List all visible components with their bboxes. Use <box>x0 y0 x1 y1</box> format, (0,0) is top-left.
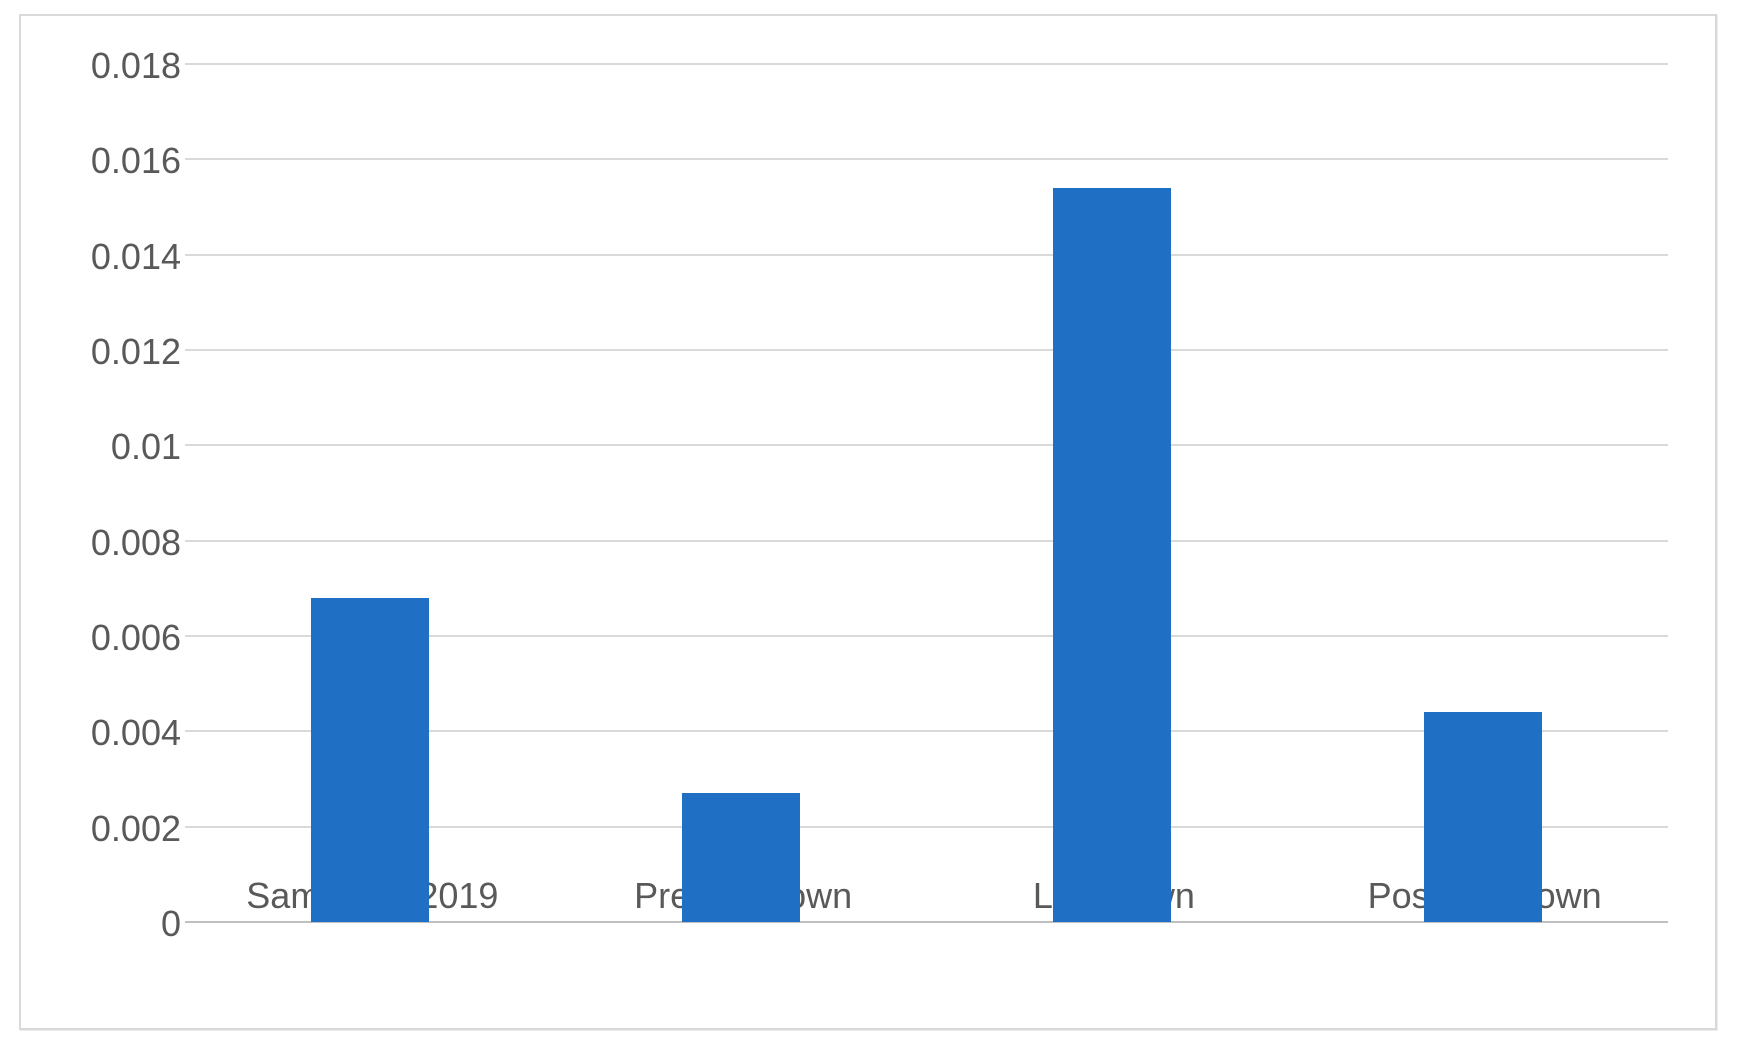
plot-area <box>185 63 1668 923</box>
bar-post-lockdown <box>1423 712 1542 922</box>
gridline-y-0.018 <box>185 63 1668 65</box>
gridline-y-0.01 <box>185 444 1668 447</box>
y-tick-label-0.004: 0.004 <box>90 712 181 754</box>
y-tick-label-0.014: 0.014 <box>90 235 181 277</box>
bar-sample-of-2019 <box>311 597 430 922</box>
gridline-y-0.016 <box>185 158 1668 161</box>
gridline-y-0.006 <box>185 635 1668 637</box>
gridline-y-0.012 <box>185 349 1668 351</box>
y-tick-label-0.01: 0.01 <box>110 426 181 468</box>
gridline-y-0.014 <box>185 253 1668 256</box>
y-tick-label-0.016: 0.016 <box>90 140 181 182</box>
x-axis-line <box>185 921 1668 923</box>
y-tick-label-0.018: 0.018 <box>90 45 181 86</box>
y-tick-label-0: 0 <box>160 903 181 944</box>
chart-frame: 0 0.002 0.004 0.006 0.008 0.01 0.012 0.014 0.016… <box>19 14 1717 1030</box>
y-tick-label-0.006: 0.006 <box>90 617 181 658</box>
y-tick-label-0.012: 0.012 <box>90 331 181 372</box>
bar-pre-lockdown <box>682 793 801 922</box>
gridline-y-0.002 <box>185 825 1668 828</box>
bar-lockdown <box>1052 187 1171 922</box>
y-tick-label-0.002: 0.002 <box>90 807 181 849</box>
gridline-y-0.004 <box>185 730 1668 733</box>
y-tick-label-0.008: 0.008 <box>90 521 181 563</box>
gridline-y-0.008 <box>185 539 1668 542</box>
